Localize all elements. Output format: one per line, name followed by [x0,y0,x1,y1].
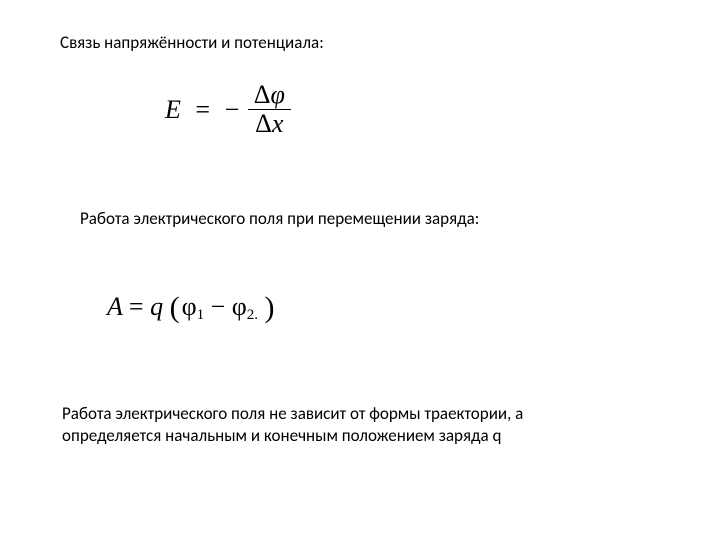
formula2-lhs: A [107,292,122,321]
body-text: Работа электрического поля не зависит от… [62,403,622,447]
heading-relation-text: Связь напряжённости и потенциала: [60,32,324,53]
formula2-minus: − [211,292,226,321]
heading-relation: Связь напряжённости и потенциала: [60,32,324,53]
formula1-equals: = [191,97,214,123]
formula2-trailing-dot: . [254,307,258,323]
formula2-rparen: ) [265,291,277,324]
formula-field-potential: E = − Δφ Δx [165,82,291,137]
formula2-lparen: ( [170,291,182,324]
heading-work-text: Работа электрического поля при перемещен… [80,208,479,229]
formula2-q: q [150,292,163,321]
heading-work: Работа электрического поля при перемещен… [80,208,520,230]
formula2-phi2-symbol: φ [232,292,247,321]
formula1-fraction: Δφ Δx [248,82,291,137]
formula1-minus: − [221,97,242,123]
formula-work: A = q (φ1 − φ2. ) [107,293,277,323]
formula1-lhs: E [165,97,185,123]
body-text-content: Работа электрического поля не зависит от… [62,403,523,446]
formula2-phi1-symbol: φ [182,292,197,321]
slide: Связь напряжённости и потенциала: E = − … [0,0,720,540]
formula2-equals: = [129,292,144,321]
formula2-phi1-sub: 1 [197,307,205,323]
formula1-numerator: Δφ [248,82,291,110]
formula1-denominator: Δx [248,110,291,137]
